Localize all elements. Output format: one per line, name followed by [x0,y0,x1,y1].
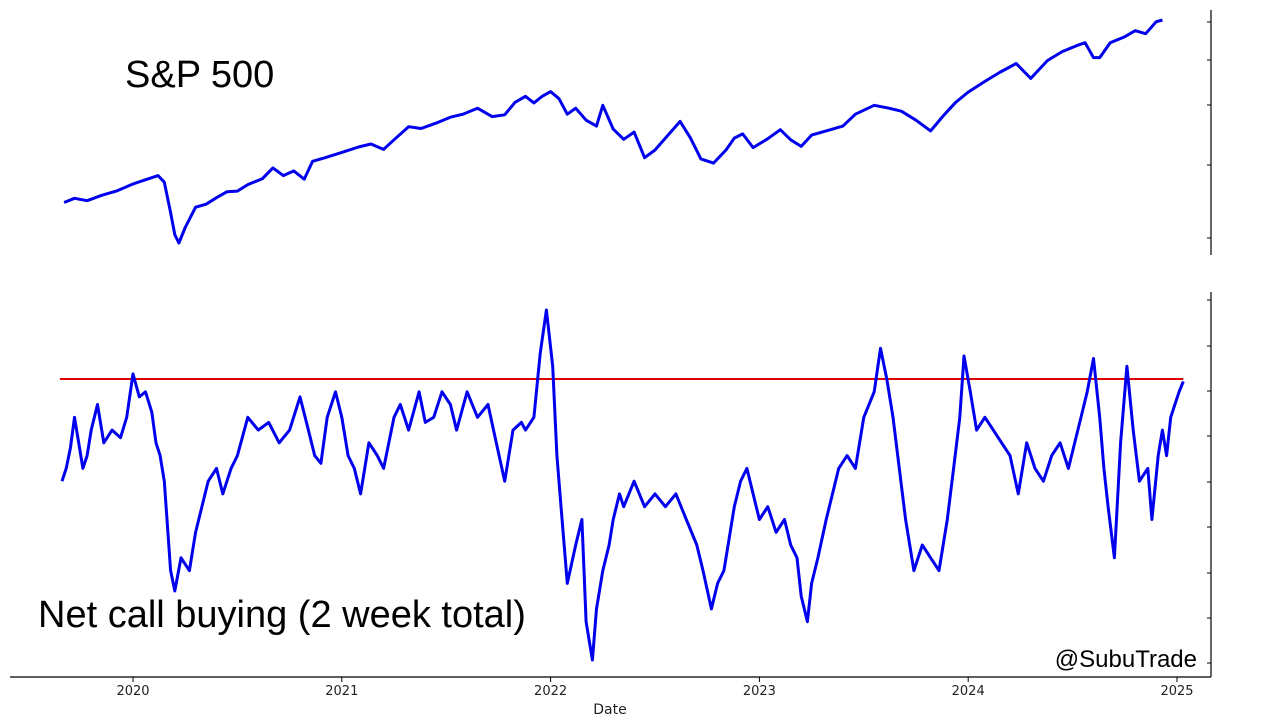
x-tick-label: 2024 [952,684,985,699]
x-tick-label: 2022 [534,684,567,699]
x-axis-ticks: 2020 2021 2022 2023 2024 2025 [116,677,1194,699]
x-tick-label: 2023 [743,684,776,699]
net-call-buying-series-line [60,308,1185,662]
x-tick-label: 2025 [1160,684,1193,699]
x-tick-label: 2020 [116,684,149,699]
x-axis-label: Date [593,702,626,718]
sp500-series-line [63,18,1163,245]
top-chart-title: S&P 500 [125,54,274,96]
credit-label: @SubuTrade [1055,646,1197,673]
bottom-right-axis-ticks [1207,299,1211,664]
top-right-axis-ticks [1207,21,1211,239]
x-tick-label: 2021 [325,684,358,699]
bottom-chart-title: Net call buying (2 week total) [38,594,526,636]
